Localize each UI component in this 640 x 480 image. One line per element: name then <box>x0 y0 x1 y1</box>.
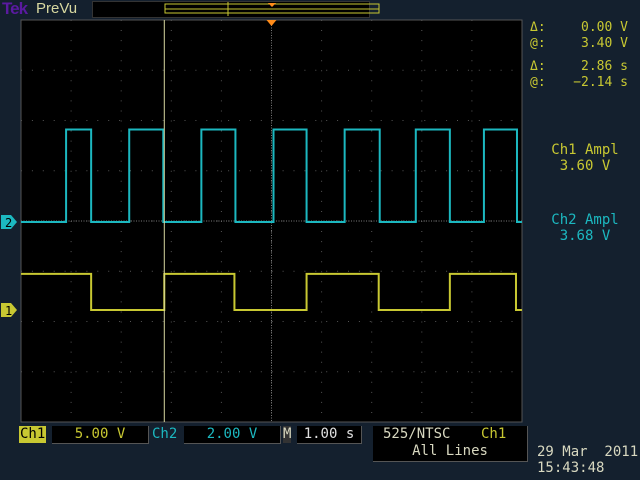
cursor2-at: @: −2.14 s <box>530 75 628 90</box>
record-trigger-marker <box>268 3 276 7</box>
meas1-value: 3.60 V <box>559 158 611 174</box>
acquisition-mode: PreVu <box>36 0 78 17</box>
ground-marker-label: 1 <box>5 304 12 318</box>
ground-marker-label: 2 <box>5 216 12 230</box>
trigger-lines: All Lines <box>412 443 488 459</box>
trigger-source: Ch1 <box>481 426 507 442</box>
ground-marker-ch1 <box>1 303 17 317</box>
waveform-ch2 <box>21 128 522 223</box>
ch2-label[interactable]: Ch2 <box>152 426 178 442</box>
trigger-mode: 525/NTSC <box>383 426 451 442</box>
ch2-scale[interactable]: 2.00 V <box>184 426 281 444</box>
waveform-ch1 <box>21 272 522 311</box>
cursor1-at: @: 3.40 V <box>530 36 628 51</box>
trigger-panel[interactable]: 525/NTSC Ch1 All Lines <box>373 426 528 462</box>
cursor2-delta: Δ: 2.86 s <box>530 59 628 74</box>
timebase-label: M <box>283 426 292 443</box>
ground-marker-ch2 <box>1 215 17 229</box>
date: 29 Mar 2011 <box>537 444 639 460</box>
ch1-label[interactable]: Ch1 <box>19 426 47 443</box>
cursor1-delta: Δ: 0.00 V <box>530 20 628 35</box>
meas2-value: 3.68 V <box>559 228 611 244</box>
trigger-position-marker <box>266 20 277 26</box>
time: 15:43:48 <box>537 460 605 476</box>
tek-logo: Tek <box>2 0 28 18</box>
meas2-label: Ch2 Ampl <box>551 212 619 228</box>
ch1-scale[interactable]: 5.00 V <box>52 426 149 444</box>
meas1-label: Ch1 Ampl <box>551 142 619 158</box>
timebase-scale[interactable]: 1.00 s <box>297 426 362 444</box>
